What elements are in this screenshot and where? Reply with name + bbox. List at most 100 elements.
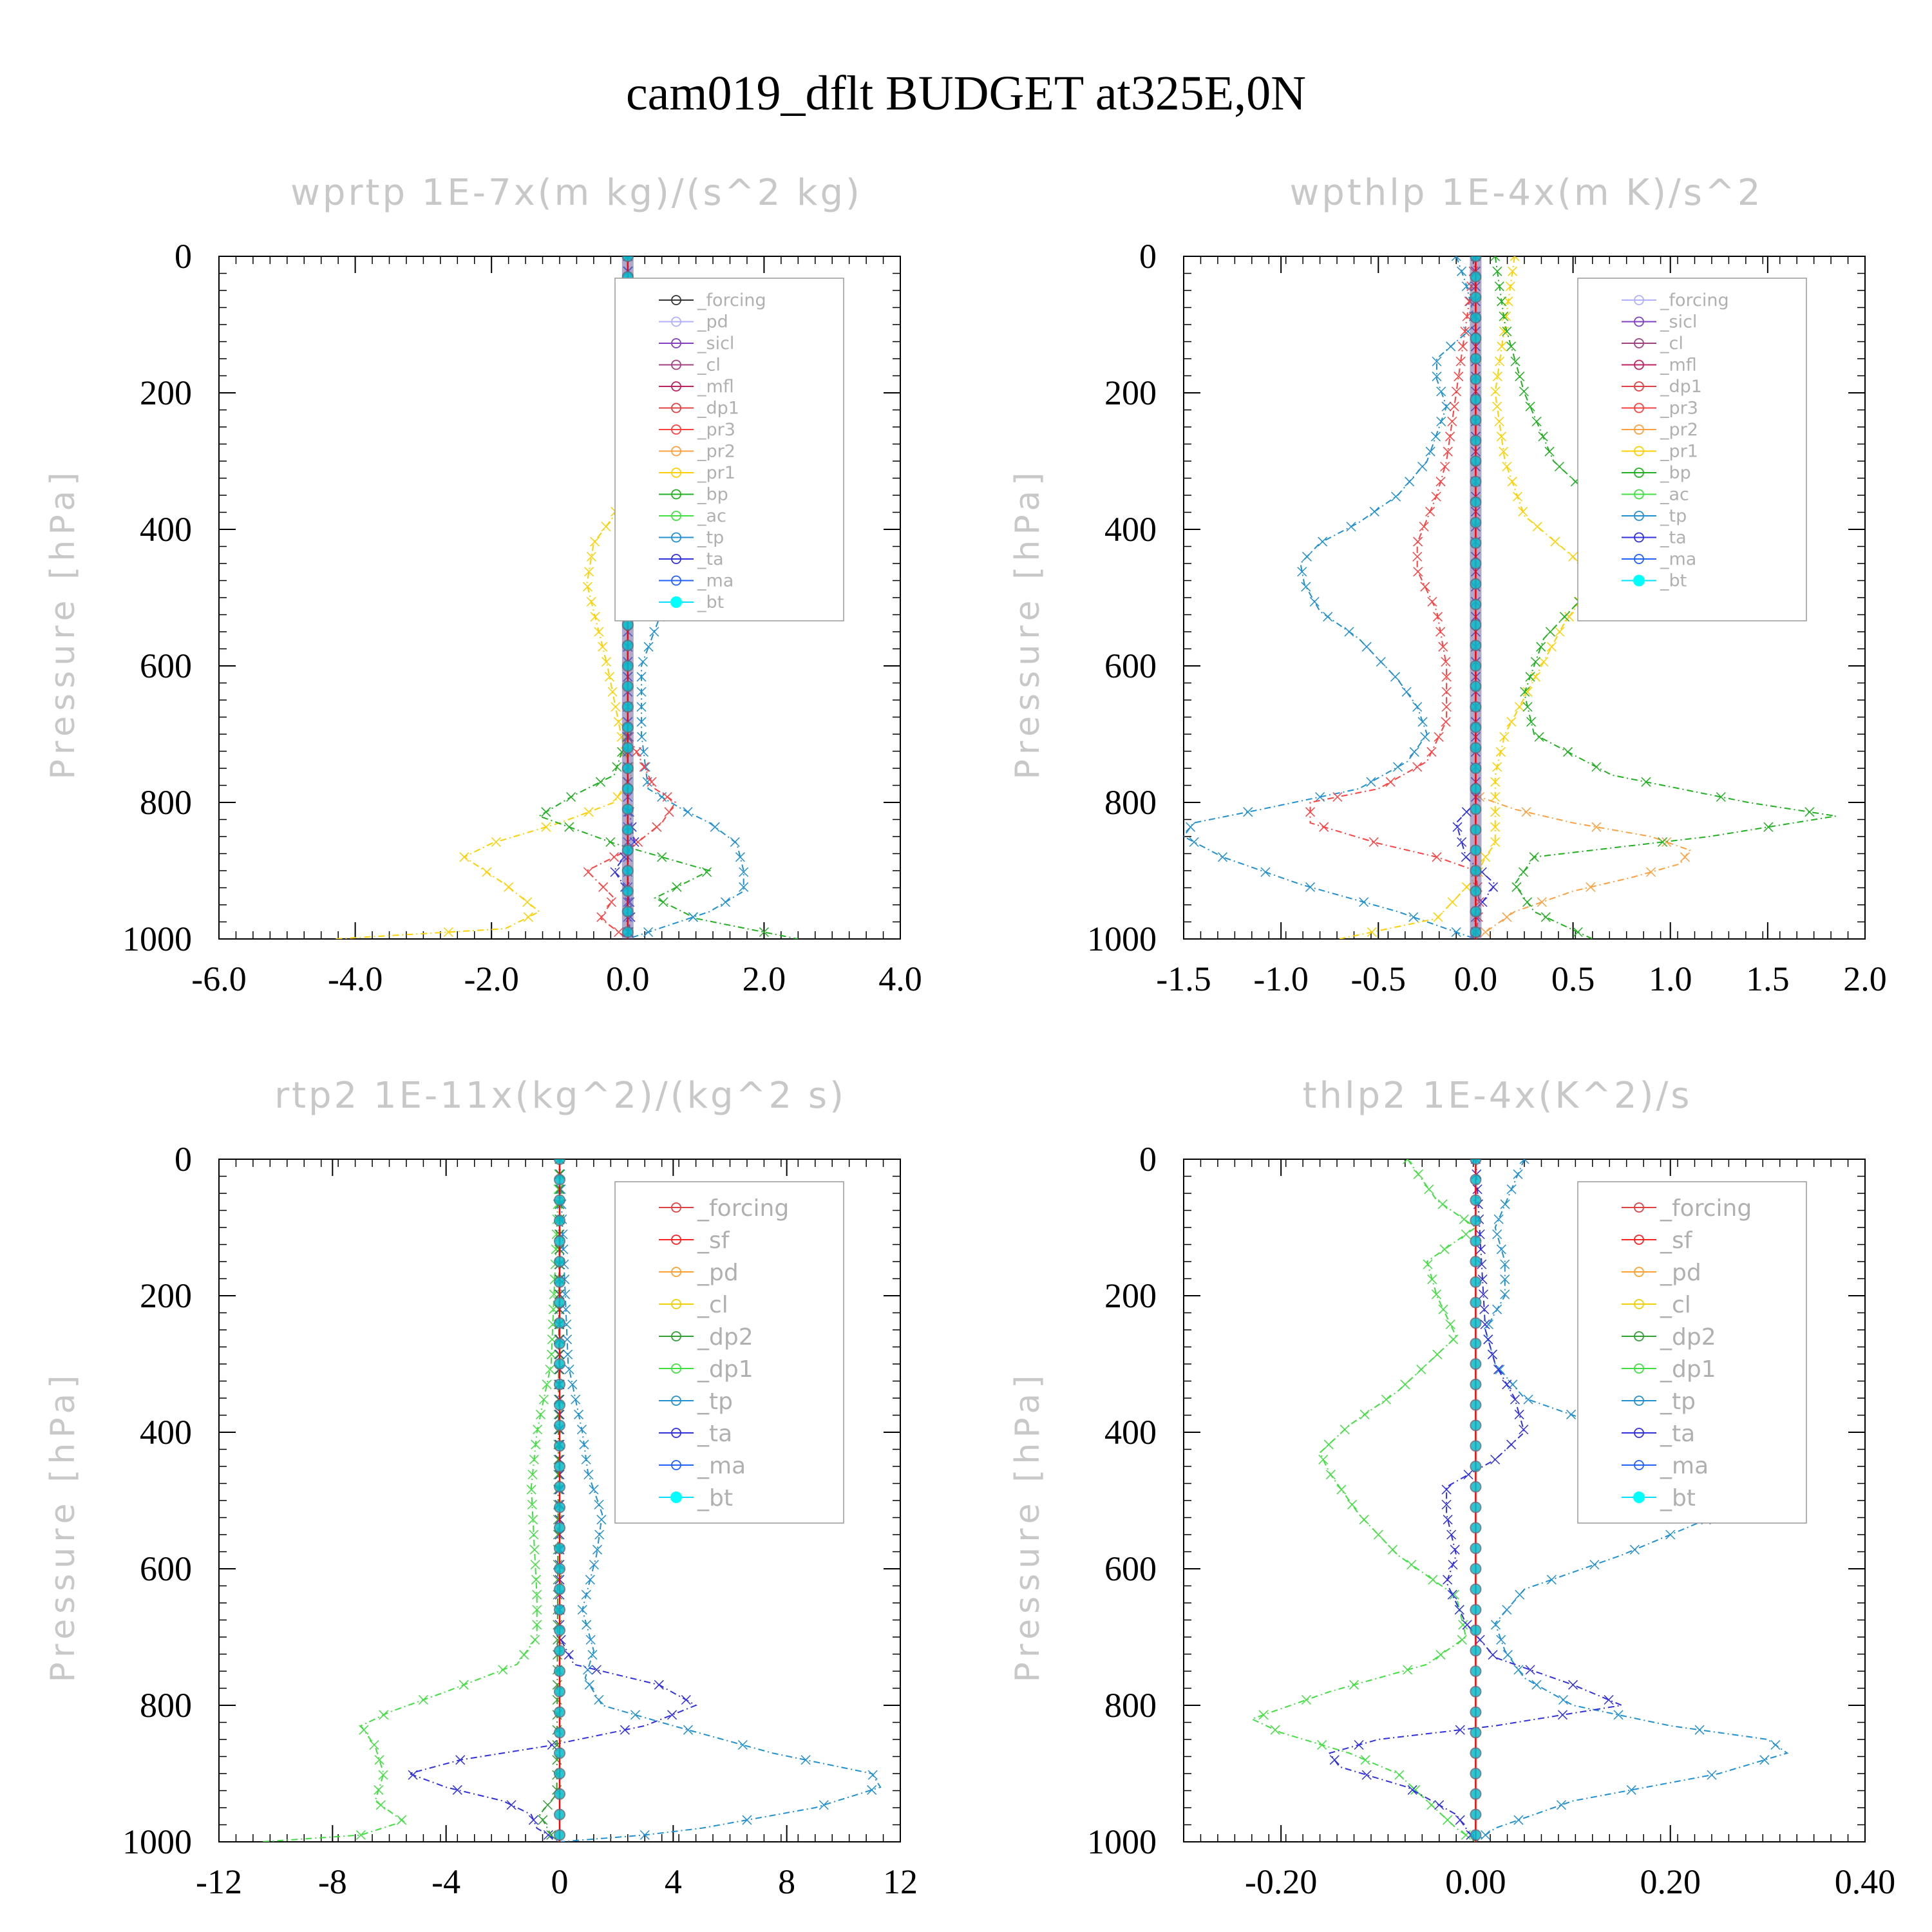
series-marker	[583, 1665, 593, 1675]
series-marker	[1522, 897, 1533, 907]
series-marker	[591, 1665, 601, 1675]
bt-marker	[621, 619, 634, 631]
series-marker	[636, 672, 647, 682]
series-marker	[530, 1560, 540, 1570]
series-marker	[374, 1785, 384, 1795]
series-marker	[1347, 1499, 1358, 1510]
series-marker	[1349, 1680, 1359, 1690]
series-marker	[543, 1830, 553, 1840]
legend-label: _bp	[1660, 463, 1691, 483]
series-marker	[1521, 807, 1531, 817]
series-marker	[1497, 296, 1507, 307]
bt-marker	[1470, 393, 1482, 406]
series-marker	[1519, 386, 1529, 397]
series-marker	[1519, 1159, 1530, 1164]
bt-marker	[1470, 256, 1482, 262]
legend-swatch-marker	[1634, 1235, 1644, 1245]
y-tick-label: 0	[1139, 1140, 1157, 1179]
series-marker	[683, 1725, 694, 1735]
legend-label: _ma	[1660, 1453, 1709, 1479]
series-marker	[1412, 551, 1423, 562]
legend-swatch-marker	[1634, 446, 1644, 457]
series-marker	[1406, 1560, 1417, 1570]
series-marker	[1502, 327, 1512, 337]
series-marker	[1495, 747, 1506, 757]
bt-marker	[1470, 905, 1482, 918]
bt-marker	[1470, 1563, 1482, 1575]
bt-marker	[621, 701, 634, 713]
legend-label: _dp2	[1660, 1324, 1716, 1350]
legend-label: _tp	[697, 528, 724, 548]
series-marker	[1490, 807, 1501, 817]
series-marker	[1546, 641, 1557, 652]
x-tick-label: -0.5	[1351, 960, 1406, 998]
series-marker	[620, 1725, 630, 1735]
bt-marker	[1470, 1215, 1482, 1227]
series-marker	[1531, 1680, 1542, 1690]
series-marker	[375, 1800, 386, 1810]
series-marker	[506, 1800, 516, 1810]
series-marker	[563, 1349, 573, 1359]
series-marker	[1523, 1394, 1533, 1405]
series-marker	[643, 641, 654, 652]
bt-marker	[1470, 598, 1482, 611]
y-tick-label: 1000	[122, 920, 192, 958]
series-marker	[1376, 657, 1386, 667]
series-marker	[564, 1364, 574, 1375]
series-marker	[1440, 461, 1450, 472]
bt-marker	[554, 1768, 565, 1779]
series-marker	[452, 1785, 462, 1795]
series-marker	[498, 1665, 508, 1675]
series-marker	[594, 1694, 604, 1705]
bt-marker	[1470, 1481, 1482, 1493]
bt-marker	[1470, 1159, 1482, 1165]
series-marker	[657, 791, 667, 802]
plot-area	[1250, 1159, 1789, 1842]
bt-marker	[554, 1788, 565, 1800]
legend-swatch-marker	[671, 532, 681, 543]
series-marker	[1591, 762, 1602, 772]
series-marker	[1435, 627, 1446, 637]
y-tick-label: 0	[1139, 237, 1157, 276]
series-marker	[1425, 446, 1435, 457]
series-marker	[1540, 912, 1551, 922]
series-marker	[1417, 717, 1428, 727]
y-tick-label: 200	[1104, 374, 1157, 412]
legend-swatch-marker	[671, 1235, 681, 1245]
series-marker	[1557, 1710, 1567, 1720]
bt-marker	[554, 1645, 565, 1657]
series-marker	[491, 837, 501, 848]
bt-marker	[1470, 865, 1482, 876]
bt-marker	[1470, 1706, 1482, 1718]
x-tick-label: 1.5	[1746, 960, 1790, 998]
series-marker	[1662, 837, 1672, 848]
bt-marker	[1470, 353, 1482, 365]
bt-marker	[1470, 1276, 1482, 1288]
series-marker	[819, 1800, 829, 1810]
series-marker	[589, 1560, 599, 1570]
series-marker	[1443, 1815, 1453, 1825]
series-marker	[1490, 822, 1501, 832]
series-marker	[1457, 341, 1468, 352]
series-marker	[541, 807, 551, 817]
figure-title: cam019_dflt BUDGET at325E,0N	[626, 66, 1306, 120]
bt-marker	[1470, 1235, 1482, 1247]
series-marker	[567, 1379, 578, 1390]
legend-label: _sicl	[1660, 312, 1697, 332]
series-marker	[604, 672, 614, 682]
series-marker	[443, 927, 453, 937]
series-marker	[418, 1694, 428, 1705]
y-axis-label: Pressure [hPa]	[1009, 468, 1047, 780]
bt-marker	[1470, 1604, 1482, 1616]
legend-swatch-marker	[671, 381, 681, 392]
series-marker	[594, 627, 604, 637]
series-marker	[609, 852, 620, 862]
series-marker	[601, 657, 612, 667]
series-marker	[1629, 1544, 1640, 1555]
bt-marker	[1470, 1419, 1482, 1432]
bt-marker	[1470, 782, 1482, 795]
series-marker	[566, 791, 576, 802]
bt-marker	[621, 660, 634, 672]
bt-marker	[1470, 1685, 1482, 1698]
